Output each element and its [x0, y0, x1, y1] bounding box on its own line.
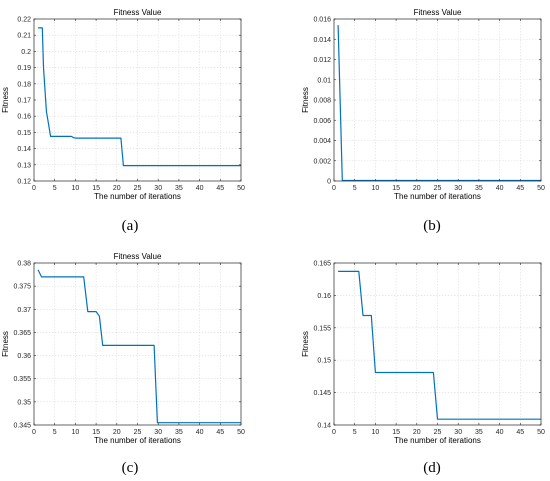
chart-3-xtick-label-1: 5	[353, 429, 357, 436]
chart-2-xtick-label-2: 10	[72, 429, 80, 436]
chart-0-ytick-label-3: 0.15	[17, 130, 31, 137]
chart-1-ylabel: Fitness	[301, 87, 310, 113]
chart-0-xtick-label-4: 20	[113, 185, 121, 192]
chart-1-xtick-label-6: 30	[454, 185, 462, 192]
chart-0-xtick-label-7: 35	[175, 185, 183, 192]
chart-0-ytick-label-4: 0.16	[17, 114, 31, 121]
chart-3-ytick-label-1: 0.145	[313, 390, 331, 397]
chart-3-ytick-label-4: 0.16	[317, 293, 331, 300]
chart-0-xtick-label-10: 50	[237, 185, 245, 192]
chart-0-ytick-label-0: 0.12	[17, 179, 31, 186]
chart-0-xtick-label-6: 30	[154, 185, 162, 192]
chart-2-xtick-label-3: 15	[92, 429, 100, 436]
chart-2-xtick-label-7: 35	[175, 429, 183, 436]
chart-2-ytick-label-7: 0.38	[17, 261, 31, 268]
chart-0-xtick-label-8: 40	[196, 185, 204, 192]
chart-2-xtick-label-8: 40	[196, 429, 204, 436]
chart-1-xtick-label-10: 50	[537, 185, 545, 192]
chart-1-xtick-label-4: 20	[413, 185, 421, 192]
chart-1-xlabel: The number of iterations	[394, 192, 481, 201]
chart-0-ytick-label-10: 0.22	[17, 17, 31, 24]
chart-2-xtick-label-10: 50	[237, 429, 245, 436]
chart-2-xtick-label-0: 0	[32, 429, 36, 436]
chart-0-xtick-label-1: 5	[53, 185, 57, 192]
chart-1-title: Fitness Value	[414, 8, 462, 17]
chart-3-xlabel: The number of iterations	[394, 436, 481, 445]
chart-3-xtick-label-8: 40	[496, 429, 504, 436]
chart-0-ytick-label-9: 0.21	[17, 33, 31, 40]
chart-2-title: Fitness Value	[114, 252, 162, 261]
chart-2-ytick-label-1: 0.35	[17, 399, 31, 406]
chart-0-series-line	[38, 27, 241, 167]
chart-3-xtick-label-9: 45	[516, 429, 524, 436]
chart-0-xtick-label-5: 25	[134, 185, 142, 192]
chart-2-ylabel: Fitness	[1, 331, 10, 357]
panel-label-b: (b)	[423, 218, 441, 234]
chart-1-ytick-label-8: 0.016	[313, 17, 331, 24]
chart-3-xtick-label-4: 20	[413, 429, 421, 436]
chart-1-ytick-label-5: 0.01	[317, 77, 331, 84]
chart-1-xtick-label-3: 15	[392, 185, 400, 192]
chart-3-xtick-label-10: 50	[537, 429, 545, 436]
chart-2-xlabel: The number of iterations	[94, 436, 181, 445]
panel-label-a: (a)	[121, 218, 139, 234]
chart-3-ytick-label-3: 0.155	[313, 325, 331, 332]
chart-0-xtick-label-9: 45	[216, 185, 224, 192]
chart-2-ytick-label-3: 0.36	[17, 353, 31, 360]
chart-1-ytick-label-0: 0	[327, 179, 331, 186]
chart-0-ytick-label-1: 0.13	[17, 162, 31, 169]
panel-label-d: (d)	[423, 460, 441, 476]
panel-label-c: (c)	[121, 460, 139, 476]
chart-0-ytick-label-2: 0.14	[17, 146, 31, 153]
chart-2-ytick-label-6: 0.375	[13, 284, 31, 291]
chart-3-xtick-label-0: 0	[332, 429, 336, 436]
chart-0-ytick-label-8: 0.2	[21, 49, 31, 56]
chart-2-xtick-label-1: 5	[53, 429, 57, 436]
chart-3-ylabel: Fitness	[301, 331, 310, 357]
chart-2-xtick-label-9: 45	[216, 429, 224, 436]
chart-0-ytick-label-5: 0.17	[17, 98, 31, 105]
chart-3-ytick-label-0: 0.14	[317, 423, 331, 430]
chart-3-xtick-label-5: 25	[434, 429, 442, 436]
chart-2-ytick-label-5: 0.37	[17, 307, 31, 314]
chart-1-xtick-label-2: 10	[372, 185, 380, 192]
chart-3-ytick-label-2: 0.15	[317, 358, 331, 365]
chart-2-ytick-label-2: 0.355	[13, 376, 31, 383]
chart-1-xtick-label-9: 45	[516, 185, 524, 192]
chart-1-xtick-label-1: 5	[353, 185, 357, 192]
chart-0-ylabel: Fitness	[1, 87, 10, 113]
chart-2-xtick-label-6: 30	[154, 429, 162, 436]
chart-0-xtick-label-3: 15	[92, 185, 100, 192]
chart-3-series-line	[338, 270, 541, 420]
chart-2-xtick-label-5: 25	[134, 429, 142, 436]
chart-0-xtick-label-2: 10	[72, 185, 80, 192]
chart-2-ytick-label-4: 0.365	[13, 330, 31, 337]
chart-1-ytick-label-7: 0.014	[313, 37, 331, 44]
chart-2-ytick-label-0: 0.345	[13, 423, 31, 430]
chart-1-series-line	[337, 25, 541, 182]
chart-1-xtick-label-5: 25	[434, 185, 442, 192]
chart-1-ytick-label-4: 0.008	[313, 98, 331, 105]
chart-1-xtick-label-8: 40	[496, 185, 504, 192]
chart-3-xtick-label-6: 30	[454, 429, 462, 436]
chart-2-xtick-label-4: 20	[113, 429, 121, 436]
chart-0-ytick-label-6: 0.18	[17, 81, 31, 88]
chart-0-title: Fitness Value	[114, 8, 162, 17]
chart-3-xtick-label-2: 10	[372, 429, 380, 436]
chart-0-ytick-label-7: 0.19	[17, 65, 31, 72]
chart-1-ytick-label-2: 0.004	[313, 138, 331, 145]
chart-1-ytick-label-6: 0.012	[313, 57, 331, 64]
chart-0-xlabel: The number of iterations	[94, 192, 181, 201]
chart-1-ytick-label-3: 0.006	[313, 118, 331, 125]
chart-1-xtick-label-0: 0	[332, 185, 336, 192]
chart-0-xtick-label-0: 0	[32, 185, 36, 192]
chart-3-ytick-label-5: 0.165	[313, 261, 331, 268]
chart-3-xtick-label-7: 35	[475, 429, 483, 436]
chart-1-ytick-label-1: 0.002	[313, 158, 331, 165]
chart-3-xtick-label-3: 15	[392, 429, 400, 436]
chart-2-series-line	[37, 269, 241, 424]
chart-1-xtick-label-7: 35	[475, 185, 483, 192]
